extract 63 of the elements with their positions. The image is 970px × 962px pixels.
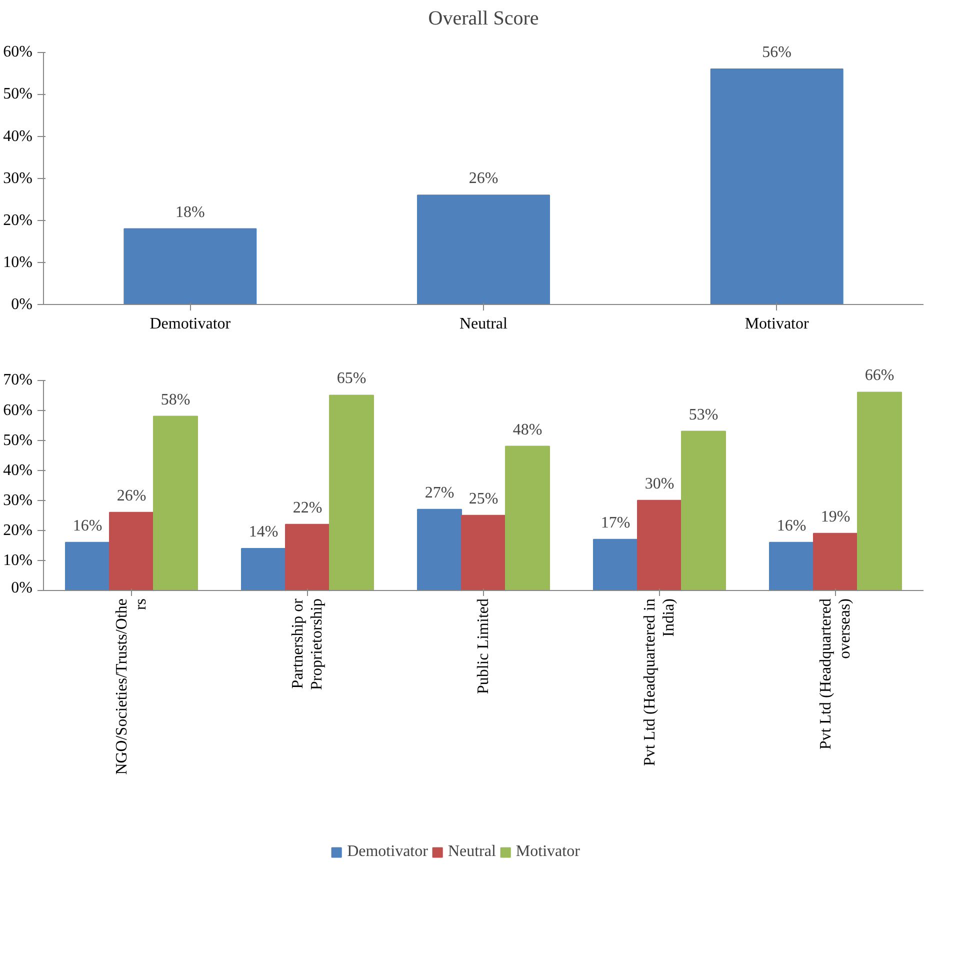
data-label: 48%: [512, 421, 542, 438]
bar: [65, 542, 110, 590]
y-tick-label: 40%: [3, 462, 32, 479]
y-tick-label: 60%: [3, 402, 32, 419]
data-label: 16%: [776, 517, 806, 534]
data-label: 27%: [424, 484, 454, 502]
x-tick-label: Public Limited: [475, 598, 492, 694]
bar: [813, 532, 858, 590]
bar: [124, 228, 257, 304]
x-tick-label: Demotivator: [150, 316, 232, 332]
y-tick-label: 40%: [3, 128, 32, 145]
data-label: 58%: [160, 391, 190, 408]
data-label: 17%: [600, 514, 630, 532]
bar: [461, 514, 506, 590]
bar: [769, 542, 814, 590]
data-label: 26%: [116, 487, 146, 504]
data-label: 53%: [688, 406, 718, 424]
bar: [637, 500, 682, 590]
y-tick-label: 20%: [3, 212, 32, 229]
data-label: 66%: [864, 367, 894, 384]
bar: [153, 416, 198, 590]
data-label: 18%: [176, 204, 205, 221]
bar: [329, 394, 374, 590]
x-tick-label: Motivator: [744, 316, 810, 332]
data-label: 16%: [72, 517, 102, 534]
x-tick-label: Pvt Ltd (Headquartered in India): [642, 598, 678, 766]
y-tick-label: 30%: [3, 492, 32, 509]
x-tick-label: NGO/Societies/Trusts/Others: [114, 598, 150, 775]
x-tick-label: Partnership or Proprietorship: [290, 598, 326, 690]
y-tick-label: 0%: [11, 580, 32, 596]
bar: [681, 430, 726, 590]
bar: [109, 512, 154, 590]
legend-label: Demotivator: [347, 843, 428, 861]
bar: [857, 392, 902, 590]
bar: [710, 68, 844, 304]
data-label: 26%: [468, 170, 498, 188]
bar: [285, 524, 330, 590]
bar: [241, 548, 286, 590]
y-tick-label: 10%: [3, 552, 32, 569]
bar: [417, 508, 462, 590]
data-label: 19%: [820, 508, 850, 526]
x-tick-label: Pvt Ltd (Headquartered overseas): [818, 598, 854, 750]
data-label: 30%: [644, 475, 674, 492]
legend-label: Neutral: [448, 843, 496, 861]
y-tick-label: 0%: [11, 296, 32, 313]
legend-label: Motivator: [516, 843, 580, 861]
x-tick-label: Neutral: [460, 316, 508, 332]
chart-title: Overall Score: [428, 8, 539, 30]
data-label: 22%: [292, 499, 322, 516]
bar: [593, 538, 638, 590]
data-label: 14%: [248, 523, 278, 540]
y-tick-label: 10%: [3, 254, 32, 271]
data-label: 56%: [762, 44, 792, 61]
y-tick-label: 50%: [3, 432, 32, 449]
bar: [417, 194, 550, 304]
y-tick-label: 50%: [3, 86, 32, 103]
bar: [505, 446, 550, 590]
y-tick-label: 30%: [3, 170, 32, 187]
data-label: 65%: [336, 370, 366, 388]
y-tick-label: 70%: [3, 372, 32, 389]
y-tick-label: 60%: [3, 44, 32, 61]
y-tick-label: 20%: [3, 522, 32, 539]
data-label: 25%: [468, 490, 498, 508]
